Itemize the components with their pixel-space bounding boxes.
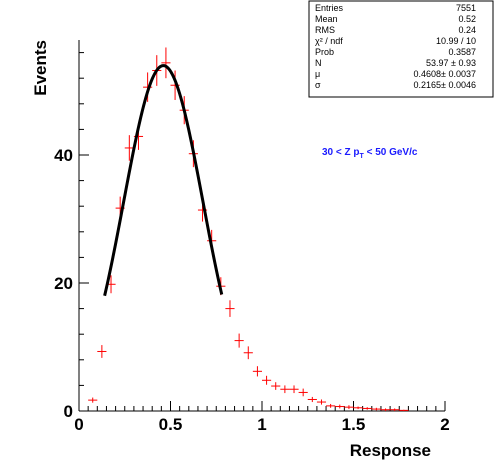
x-tick-label: 1: [257, 415, 266, 434]
y-tick-label: 40: [54, 146, 73, 165]
y-tick-label: 20: [54, 274, 73, 293]
stats-value: 0.4608± 0.0037: [414, 69, 477, 79]
data-point: [380, 408, 391, 411]
stats-label: Mean: [315, 14, 338, 24]
x-tick-label: 2: [440, 415, 449, 434]
stats-box: Entries 7551 Mean 0.52 RMS 0.24 χ² / ndf 10.99 …: [308, 0, 494, 98]
data-point: [262, 375, 272, 385]
stats-label: χ² / ndf: [315, 36, 343, 46]
stats-label: σ: [315, 80, 321, 90]
data-point: [335, 404, 345, 409]
x-axis-title: Response: [350, 441, 431, 460]
data-point: [97, 345, 107, 358]
x-tick-label: 1.5: [342, 415, 366, 434]
data-point: [307, 396, 317, 403]
annotation-suffix: < 50 GeV/c: [364, 147, 418, 158]
data-point: [88, 397, 98, 403]
data-point: [280, 385, 290, 394]
stats-label: Entries: [315, 3, 344, 13]
axis-ticks: [78, 52, 446, 412]
data-point: [234, 333, 244, 348]
annotation-subscript: T: [360, 153, 365, 160]
stats-value: 0.2165± 0.0046: [414, 80, 477, 90]
stats-value: 53.97 ± 0.93: [426, 58, 476, 68]
data-point: [161, 47, 171, 79]
stats-label: Prob: [315, 47, 334, 57]
stats-label: RMS: [315, 25, 335, 35]
y-tick-label: 0: [64, 402, 73, 421]
stats-label: μ: [315, 69, 320, 79]
data-point: [124, 135, 134, 161]
pt-range-annotation: 30 < Z pT < 50 GeV/c: [322, 147, 418, 160]
data-point: [298, 388, 308, 397]
data-point: [252, 366, 262, 377]
gaussian-fit-curve: [103, 64, 224, 297]
y-axis-title: Events: [31, 40, 50, 96]
data-point: [326, 403, 336, 408]
stats-value: 0.24: [458, 25, 476, 35]
data-point: [371, 407, 381, 411]
data-point: [316, 399, 327, 405]
data-point: [271, 382, 281, 390]
data-point: [353, 406, 363, 410]
data-point: [225, 300, 235, 317]
stats-box-frame: [308, 0, 494, 98]
data-points: [88, 47, 409, 411]
stats-label: N: [315, 58, 322, 68]
data-point: [390, 408, 400, 411]
data-point: [344, 405, 354, 410]
x-tick-label: 0.5: [159, 415, 183, 434]
stats-value: 0.52: [458, 14, 476, 24]
data-point: [362, 407, 372, 410]
stats-value: 10.99 / 10: [436, 36, 476, 46]
stats-value: 7551: [456, 3, 476, 13]
data-point: [399, 409, 409, 411]
stats-value: 0.3587: [448, 47, 476, 57]
data-point: [289, 385, 299, 394]
stats-rows: Entries 7551 Mean 0.52 RMS 0.24 χ² / ndf 10.99 …: [315, 3, 476, 90]
data-point: [243, 346, 253, 360]
annotation-prefix: 30 < Z p: [322, 147, 360, 158]
x-tick-label: 0: [74, 415, 83, 434]
